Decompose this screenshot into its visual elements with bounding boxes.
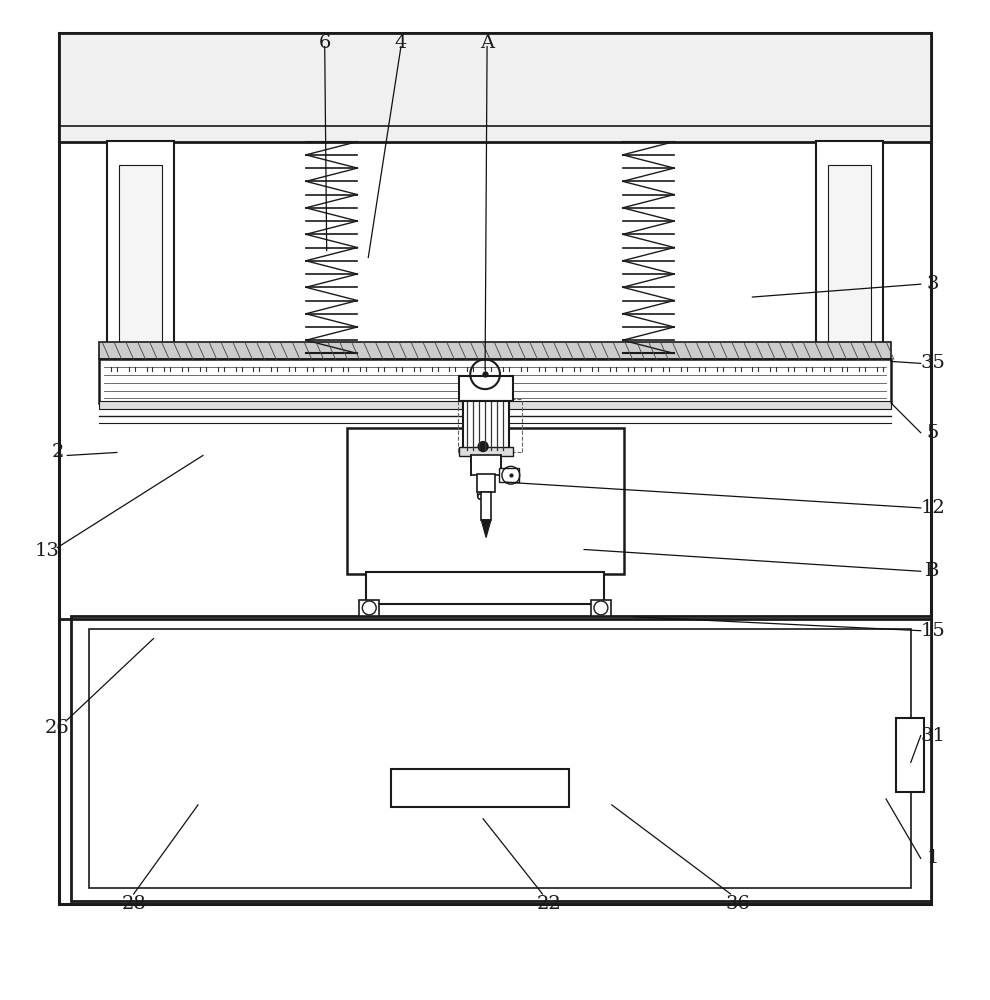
- Bar: [119, 165, 162, 353]
- Text: 15: 15: [920, 622, 944, 640]
- Bar: [828, 165, 871, 353]
- Text: 3: 3: [927, 275, 939, 293]
- Bar: [459, 447, 513, 456]
- Bar: [89, 629, 911, 888]
- Text: 12: 12: [920, 499, 944, 517]
- Bar: [463, 401, 509, 450]
- Text: A: A: [480, 34, 494, 52]
- Text: 2: 2: [51, 443, 63, 461]
- Text: 36: 36: [725, 895, 750, 913]
- Bar: [99, 359, 891, 403]
- Bar: [59, 33, 931, 142]
- Bar: [59, 33, 931, 904]
- Bar: [107, 141, 174, 353]
- Bar: [391, 769, 569, 807]
- Text: 26: 26: [46, 719, 69, 737]
- Circle shape: [478, 442, 488, 451]
- Bar: [99, 342, 891, 359]
- Bar: [366, 572, 604, 604]
- Polygon shape: [481, 520, 491, 538]
- Bar: [816, 141, 883, 353]
- Bar: [896, 718, 924, 792]
- Text: 13: 13: [35, 542, 60, 560]
- Text: 31: 31: [920, 727, 945, 745]
- Bar: [477, 457, 483, 495]
- Bar: [71, 616, 931, 901]
- Text: 6: 6: [319, 34, 331, 52]
- Bar: [481, 492, 491, 520]
- Bar: [499, 468, 519, 482]
- Bar: [471, 455, 501, 475]
- Bar: [346, 428, 624, 574]
- Text: 4: 4: [395, 34, 407, 52]
- Bar: [591, 600, 611, 616]
- Bar: [477, 474, 495, 492]
- Text: B: B: [926, 562, 940, 580]
- Bar: [359, 600, 379, 616]
- Text: 5: 5: [927, 424, 939, 442]
- Text: 1: 1: [927, 849, 939, 867]
- Bar: [459, 376, 513, 401]
- Text: 22: 22: [538, 895, 562, 913]
- Bar: [99, 401, 891, 409]
- Text: 35: 35: [920, 354, 945, 372]
- Text: 28: 28: [122, 895, 147, 913]
